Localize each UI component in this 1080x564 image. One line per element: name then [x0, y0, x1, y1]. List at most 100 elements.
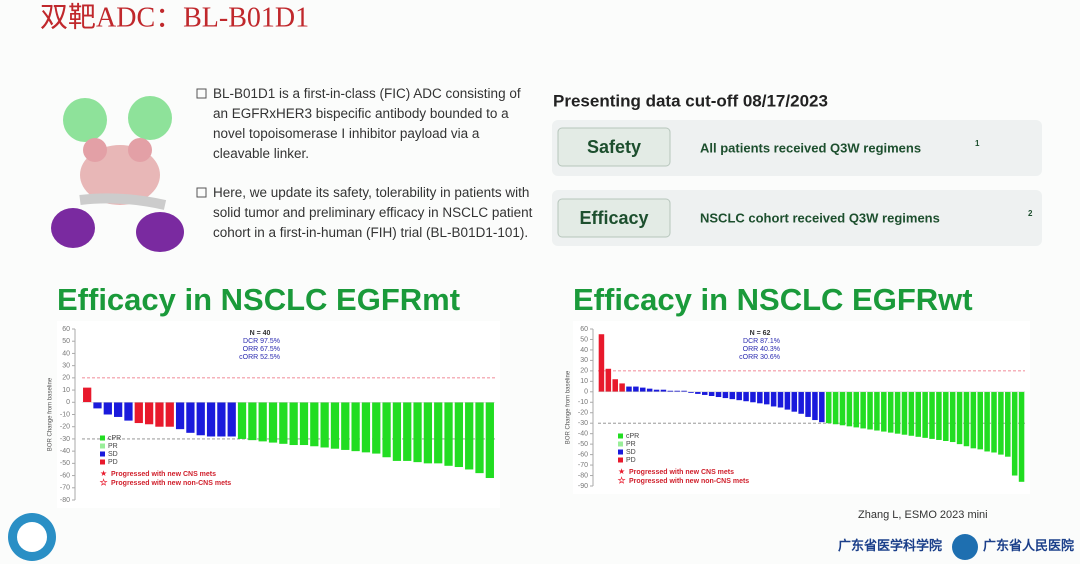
bar: [791, 391, 798, 412]
logo-text: 广东省人民医院: [983, 538, 1074, 553]
bar: [485, 402, 494, 479]
legend-label: SD: [108, 451, 118, 458]
safety-box: Safety All patients received Q3W regimen…: [552, 120, 1042, 176]
marker-symbol: ★: [618, 467, 625, 476]
bar: [701, 391, 708, 395]
legend-swatch: [100, 451, 105, 457]
legend-swatch: [100, 435, 105, 441]
bar: [736, 391, 742, 401]
bar: [846, 391, 853, 427]
marker-label: Progressed with new non-CNS mets: [111, 480, 231, 487]
chart-title: Efficacy in NSCLC EGFRmt: [57, 282, 460, 317]
bar: [475, 402, 484, 474]
bar: [722, 391, 729, 399]
bar: [770, 391, 777, 407]
bar: [777, 391, 784, 408]
logo: [952, 534, 978, 560]
legend-label: PD: [108, 459, 118, 466]
bar: [977, 391, 983, 450]
bar: [320, 402, 329, 448]
bar: [299, 402, 309, 446]
bar: [798, 391, 804, 414]
bar: [881, 391, 887, 432]
bar: [936, 391, 942, 440]
y-tick-label: 50: [580, 336, 588, 343]
bar: [922, 391, 928, 438]
bar: [434, 402, 443, 464]
bar: [901, 391, 908, 435]
bar: [653, 389, 660, 392]
y-tick-label: -20: [60, 424, 70, 431]
bar: [688, 391, 694, 393]
efficacy-box: Efficacy NSCLC cohort received Q3W regim…: [552, 190, 1042, 246]
logo-inner: [17, 522, 47, 552]
box-text: All patients received Q3W regimens: [700, 140, 921, 155]
bar: [382, 402, 391, 458]
bullets: BL-B01D1 is a first-in-class (FIC) ADC c…: [196, 86, 532, 240]
bar: [372, 402, 381, 454]
label-box: [557, 198, 671, 238]
bar: [695, 391, 701, 394]
y-tick-label: -90: [578, 483, 588, 490]
y-tick-label: -20: [578, 410, 588, 417]
legend-swatch: [100, 443, 105, 449]
y-tick-label: -40: [60, 448, 70, 455]
bar: [757, 391, 763, 404]
bar: [970, 391, 977, 449]
y-tick-label: 0: [584, 389, 588, 396]
cutoff: Presenting data cut-off 08/17/2023: [553, 91, 828, 110]
bar: [763, 391, 770, 405]
bar: [963, 391, 970, 447]
footnote-mark: 1: [975, 139, 980, 148]
bar: [93, 402, 102, 409]
bar: [392, 402, 402, 461]
bar: [330, 402, 340, 449]
bar: [667, 390, 674, 392]
bar: [237, 402, 247, 439]
legend-swatch: [618, 449, 623, 455]
slide-title: 双靶ADC：BL-B01D1: [40, 1, 309, 33]
bar: [351, 402, 360, 452]
bar: [805, 391, 811, 417]
y-tick-label: -10: [60, 411, 70, 418]
bar: [784, 391, 791, 410]
bar: [998, 391, 1004, 455]
bar: [454, 402, 463, 468]
y-tick-label: -70: [60, 485, 70, 492]
bar: [268, 402, 278, 443]
bullet-box: [196, 88, 207, 99]
annotation: cORR 52.5%: [239, 354, 280, 361]
bar: [729, 391, 736, 400]
annotation: ORR 67.5%: [243, 346, 280, 353]
bar: [114, 402, 123, 417]
bar: [949, 391, 956, 443]
bar: [991, 391, 997, 453]
y-tick-label: -80: [60, 497, 70, 504]
bar: [867, 391, 873, 430]
y-tick-label: -60: [60, 472, 70, 479]
bar: [144, 402, 154, 425]
footnote-mark: 2: [1028, 209, 1033, 218]
bar: [750, 391, 756, 403]
bar: [943, 391, 949, 441]
legend-label: PD: [626, 457, 636, 464]
y-tick-label: 10: [62, 387, 70, 394]
bar: [1005, 391, 1011, 457]
chart-title: Efficacy in NSCLC EGFRwt: [573, 282, 973, 317]
bar: [674, 390, 680, 392]
legend-label: PR: [108, 443, 118, 450]
bar: [929, 391, 935, 439]
y-tick-label: -10: [578, 399, 588, 406]
bar: [812, 391, 818, 421]
bar: [248, 402, 257, 441]
box-label: Efficacy: [579, 208, 648, 228]
legend-label: SD: [626, 449, 636, 456]
bar: [310, 402, 319, 447]
bar: [175, 402, 185, 430]
marker-symbol: ★: [100, 478, 107, 487]
bar: [279, 402, 288, 444]
panel: [552, 120, 1042, 176]
y-tick-label: -50: [578, 441, 588, 448]
bar: [217, 402, 226, 437]
y-tick-label: 30: [580, 357, 588, 364]
